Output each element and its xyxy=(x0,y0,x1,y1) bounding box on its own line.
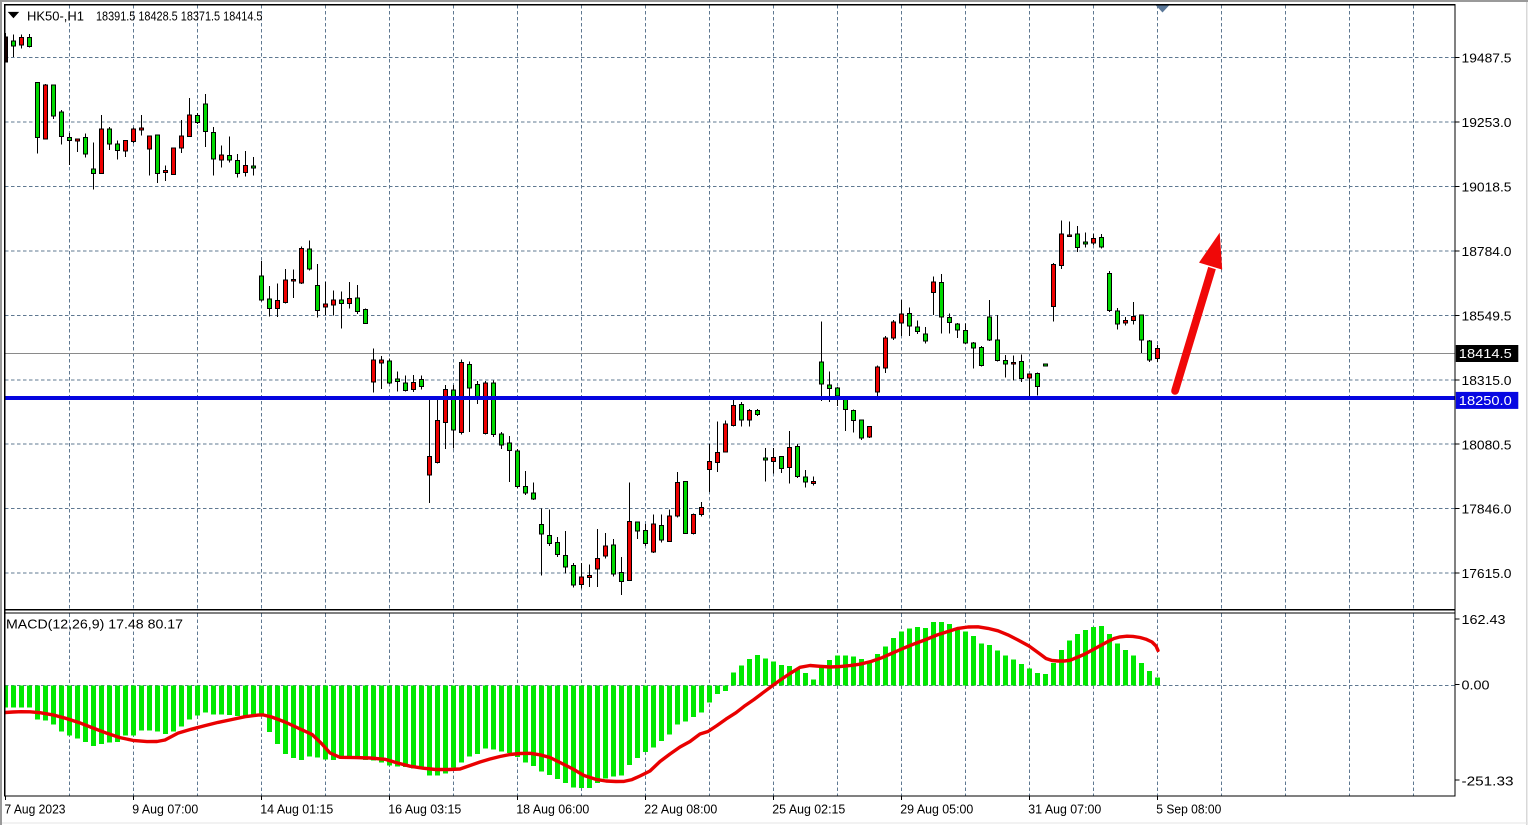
svg-text:22 Aug 08:00: 22 Aug 08:00 xyxy=(644,802,717,817)
svg-text:18549.5: 18549.5 xyxy=(1462,308,1512,323)
svg-text:HK50-,H1: HK50-,H1 xyxy=(27,9,84,24)
svg-text:16 Aug 03:15: 16 Aug 03:15 xyxy=(388,802,461,817)
svg-text:19253.0: 19253.0 xyxy=(1462,115,1512,130)
svg-text:18784.0: 18784.0 xyxy=(1462,244,1512,259)
svg-text:-251.33: -251.33 xyxy=(1462,773,1514,788)
svg-text:19487.5: 19487.5 xyxy=(1462,51,1512,66)
svg-text:18 Aug 06:00: 18 Aug 06:00 xyxy=(516,802,589,817)
svg-text:MACD(12,26,9) 17.48 80.17: MACD(12,26,9) 17.48 80.17 xyxy=(6,617,183,632)
svg-text:5 Sep 08:00: 5 Sep 08:00 xyxy=(1156,802,1221,817)
svg-text:18414.5: 18414.5 xyxy=(1459,346,1512,361)
svg-text:18315.0: 18315.0 xyxy=(1462,373,1512,388)
svg-text:14 Aug 01:15: 14 Aug 01:15 xyxy=(260,802,333,817)
svg-text:162.43: 162.43 xyxy=(1462,612,1506,627)
svg-text:19018.5: 19018.5 xyxy=(1462,180,1512,195)
svg-text:7 Aug 2023: 7 Aug 2023 xyxy=(5,802,66,817)
svg-text:18391.5 18428.5 18371.5 18414.: 18391.5 18428.5 18371.5 18414.5 xyxy=(96,9,263,24)
svg-text:17846.0: 17846.0 xyxy=(1462,502,1512,517)
svg-text:29 Aug 05:00: 29 Aug 05:00 xyxy=(900,802,973,817)
svg-text:0.00: 0.00 xyxy=(1462,678,1490,693)
svg-text:25 Aug 02:15: 25 Aug 02:15 xyxy=(772,802,845,817)
svg-text:31 Aug 07:00: 31 Aug 07:00 xyxy=(1028,802,1101,817)
svg-text:9 Aug 07:00: 9 Aug 07:00 xyxy=(132,802,198,817)
svg-text:18080.5: 18080.5 xyxy=(1462,437,1512,452)
svg-text:18250.0: 18250.0 xyxy=(1459,393,1512,408)
svg-text:17615.0: 17615.0 xyxy=(1462,566,1512,581)
